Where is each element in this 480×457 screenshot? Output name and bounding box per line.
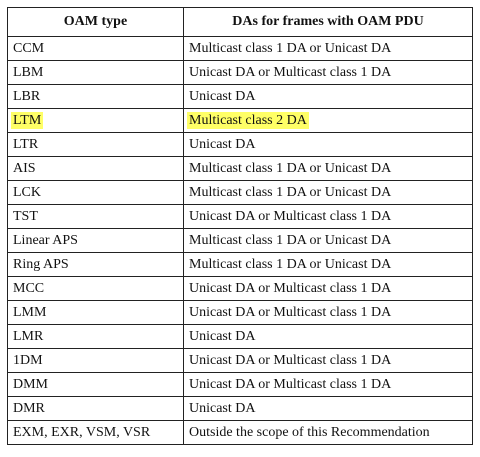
table-row: DMM Unicast DA or Multicast class 1 DA xyxy=(7,372,473,397)
da-text: Unicast DA or Multicast class 1 DA xyxy=(189,352,392,368)
da-cell: Multicast class 1 DA or Unicast DA xyxy=(183,36,473,61)
da-text: Outside the scope of this Recommendation xyxy=(189,424,430,440)
da-cell: Unicast DA or Multicast class 1 DA xyxy=(183,372,473,397)
header-das: DAs for frames with OAM PDU xyxy=(183,7,473,37)
oam-type-text: Ring APS xyxy=(13,256,69,272)
oam-type-text: 1DM xyxy=(13,352,43,368)
oam-type-text: EXM, EXR, VSM, VSR xyxy=(13,424,151,440)
oam-type-text: LMR xyxy=(13,328,44,344)
da-text: Multicast class 1 DA or Unicast DA xyxy=(189,232,392,248)
oam-type-cell: LBM xyxy=(7,60,184,85)
oam-type-cell: AIS xyxy=(7,156,184,181)
oam-type-text: TST xyxy=(13,208,38,224)
da-cell: Unicast DA xyxy=(183,132,473,157)
oam-type-cell: CCM xyxy=(7,36,184,61)
oam-type-cell: 1DM xyxy=(7,348,184,373)
table-row: LCK Multicast class 1 DA or Unicast DA xyxy=(7,180,473,205)
oam-type-cell: LTR xyxy=(7,132,184,157)
oam-type-cell: LCK xyxy=(7,180,184,205)
table-row: CCM Multicast class 1 DA or Unicast DA xyxy=(7,36,473,61)
oam-type-text: Linear APS xyxy=(13,232,78,248)
oam-type-cell: LMR xyxy=(7,324,184,349)
table-row: Ring APS Multicast class 1 DA or Unicast… xyxy=(7,252,473,277)
da-cell: Unicast DA xyxy=(183,84,473,109)
table-row: Linear APS Multicast class 1 DA or Unica… xyxy=(7,228,473,253)
da-cell: Outside the scope of this Recommendation xyxy=(183,420,473,445)
oam-type-cell: Linear APS xyxy=(7,228,184,253)
table-header-row: OAM type DAs for frames with OAM PDU xyxy=(7,7,473,37)
oam-type-text: AIS xyxy=(13,160,36,176)
oam-type-cell: MCC xyxy=(7,276,184,301)
da-text: Unicast DA or Multicast class 1 DA xyxy=(189,208,392,224)
oam-type-cell: LMM xyxy=(7,300,184,325)
da-text: Unicast DA xyxy=(189,400,256,416)
oam-da-table: OAM type DAs for frames with OAM PDU CCM… xyxy=(7,7,473,445)
da-text: Unicast DA or Multicast class 1 DA xyxy=(189,64,392,80)
table-row: 1DM Unicast DA or Multicast class 1 DA xyxy=(7,348,473,373)
oam-type-cell: TST xyxy=(7,204,184,229)
oam-type-text: DMR xyxy=(13,400,45,416)
da-cell: Unicast DA or Multicast class 1 DA xyxy=(183,348,473,373)
da-cell: Unicast DA or Multicast class 1 DA xyxy=(183,204,473,229)
table-row: LBM Unicast DA or Multicast class 1 DA xyxy=(7,60,473,85)
da-cell: Unicast DA or Multicast class 1 DA xyxy=(183,300,473,325)
table-row: AIS Multicast class 1 DA or Unicast DA xyxy=(7,156,473,181)
oam-type-text-highlighted: LTM xyxy=(11,111,44,129)
da-text: Unicast DA or Multicast class 1 DA xyxy=(189,304,392,320)
oam-type-cell: DMM xyxy=(7,372,184,397)
table-row: TST Unicast DA or Multicast class 1 DA xyxy=(7,204,473,229)
oam-type-cell: DMR xyxy=(7,396,184,421)
header-oam-type: OAM type xyxy=(7,7,184,37)
da-text: Unicast DA xyxy=(189,328,256,344)
oam-type-text: CCM xyxy=(13,40,45,56)
da-text-highlighted: Multicast class 2 DA xyxy=(187,111,309,129)
da-cell: Multicast class 1 DA or Unicast DA xyxy=(183,252,473,277)
da-text: Unicast DA or Multicast class 1 DA xyxy=(189,280,392,296)
table-row: EXM, EXR, VSM, VSR Outside the scope of … xyxy=(7,420,473,445)
da-text: Multicast class 1 DA or Unicast DA xyxy=(189,256,392,272)
oam-type-text: DMM xyxy=(13,376,49,392)
oam-type-cell: LTM xyxy=(7,108,184,133)
da-cell: Multicast class 1 DA or Unicast DA xyxy=(183,228,473,253)
da-text: Multicast class 1 DA or Unicast DA xyxy=(189,160,392,176)
da-cell: Unicast DA xyxy=(183,396,473,421)
table-row-highlighted: LTM Multicast class 2 DA xyxy=(7,108,473,133)
table-row: DMR Unicast DA xyxy=(7,396,473,421)
oam-type-cell: LBR xyxy=(7,84,184,109)
table-row: LMR Unicast DA xyxy=(7,324,473,349)
oam-type-text: LCK xyxy=(13,184,41,200)
da-cell: Unicast DA xyxy=(183,324,473,349)
da-text: Unicast DA xyxy=(189,136,256,152)
oam-type-cell: Ring APS xyxy=(7,252,184,277)
da-cell: Multicast class 2 DA xyxy=(183,108,473,133)
da-cell: Multicast class 1 DA or Unicast DA xyxy=(183,180,473,205)
oam-type-text: LMM xyxy=(13,304,47,320)
table-row: LMM Unicast DA or Multicast class 1 DA xyxy=(7,300,473,325)
da-text: Multicast class 1 DA or Unicast DA xyxy=(189,40,392,56)
table-row: LTR Unicast DA xyxy=(7,132,473,157)
oam-type-text: LTR xyxy=(13,136,39,152)
oam-da-table-container: OAM type DAs for frames with OAM PDU CCM… xyxy=(7,7,473,445)
oam-type-text: LBR xyxy=(13,88,41,104)
da-cell: Unicast DA or Multicast class 1 DA xyxy=(183,60,473,85)
oam-type-text: LBM xyxy=(13,64,44,80)
da-text: Multicast class 1 DA or Unicast DA xyxy=(189,184,392,200)
da-cell: Unicast DA or Multicast class 1 DA xyxy=(183,276,473,301)
da-cell: Multicast class 1 DA or Unicast DA xyxy=(183,156,473,181)
oam-type-text: MCC xyxy=(13,280,45,296)
table-row: LBR Unicast DA xyxy=(7,84,473,109)
oam-type-cell: EXM, EXR, VSM, VSR xyxy=(7,420,184,445)
da-text: Unicast DA or Multicast class 1 DA xyxy=(189,376,392,392)
da-text: Unicast DA xyxy=(189,88,256,104)
table-row: MCC Unicast DA or Multicast class 1 DA xyxy=(7,276,473,301)
